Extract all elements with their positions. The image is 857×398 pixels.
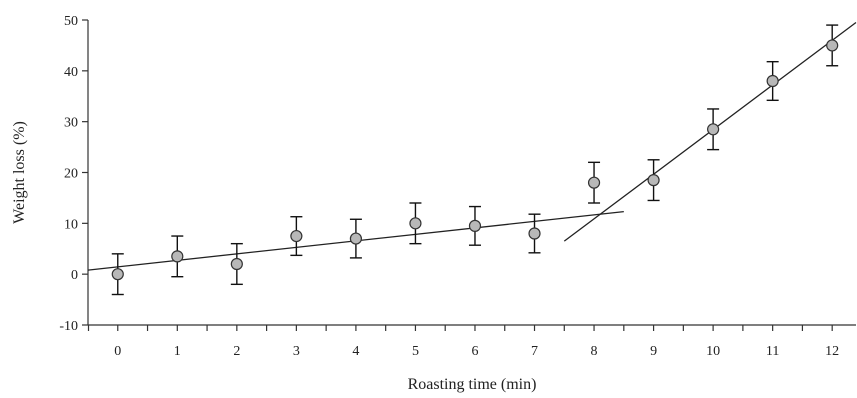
- fit-lines: [87, 22, 857, 271]
- data-point: [290, 229, 303, 243]
- data-point: [349, 232, 363, 245]
- x-tick-label: 2: [233, 344, 240, 359]
- data-point: [111, 268, 124, 281]
- data-point: [409, 217, 422, 230]
- y-tick-label: 40: [64, 65, 78, 80]
- data-point: [230, 257, 243, 271]
- data-point: [707, 123, 720, 136]
- x-axis-title: Roasting time (min): [408, 376, 537, 393]
- x-tick-label: 6: [471, 344, 478, 359]
- y-ticks: -10 0 10 20 30 40 50: [59, 14, 88, 334]
- data-points: [111, 39, 839, 281]
- x-tick-label: 9: [650, 344, 657, 359]
- y-tick-label: 10: [64, 217, 78, 232]
- data-point: [587, 176, 601, 189]
- x-tick-label: 5: [412, 344, 419, 359]
- data-point: [647, 174, 660, 187]
- x-tick-label: 12: [825, 344, 839, 359]
- x-tick-label: 11: [766, 344, 779, 359]
- x-tick-label: 4: [352, 344, 359, 359]
- x-tick-label: 1: [174, 344, 181, 359]
- error-bars: [111, 24, 839, 296]
- x-tick-label: 3: [293, 344, 300, 359]
- y-tick-label: 20: [64, 167, 78, 182]
- x-tick-label: 0: [114, 344, 121, 359]
- x-tick-label: 8: [591, 344, 598, 359]
- data-point: [528, 227, 541, 240]
- x-tick-label: 10: [706, 344, 720, 359]
- axes: [87, 20, 856, 326]
- y-axis-title: Weight loss (%): [11, 121, 28, 224]
- x-tick-label: 7: [531, 344, 538, 359]
- y-tick-label: 0: [71, 268, 78, 283]
- y-tick-label: 50: [64, 14, 78, 29]
- x-ticks: 0 1 2 3 4 5 6 7 8 9 10 11 12: [87, 325, 839, 359]
- data-point: [766, 74, 779, 88]
- data-point: [826, 39, 839, 52]
- data-point: [468, 219, 482, 232]
- data-point: [171, 250, 184, 263]
- y-tick-label: 30: [64, 116, 78, 131]
- y-tick-label: -10: [59, 319, 78, 334]
